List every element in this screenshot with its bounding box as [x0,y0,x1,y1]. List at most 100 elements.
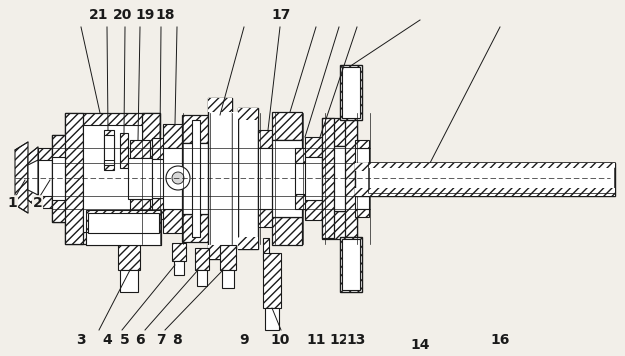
Bar [355,163,615,196]
Bar [232,112,238,245]
Text: 4: 4 [102,333,112,347]
Bar [322,211,357,239]
Text: 1: 1 [8,196,18,210]
Bar [263,253,281,308]
Bar [163,148,185,209]
Bar [152,138,166,159]
Bar [295,194,307,209]
Text: 7: 7 [156,333,166,347]
Bar [355,140,369,148]
Bar [322,118,334,238]
Bar [345,118,357,238]
Bar [52,200,87,222]
Text: 17: 17 [271,8,291,22]
Bar [272,217,302,245]
Bar [263,238,269,258]
Bar [208,98,232,259]
Bar [152,159,166,198]
Text: 11: 11 [306,333,326,347]
Bar [52,135,66,222]
Text: 14: 14 [410,337,430,352]
Text: 16: 16 [491,333,510,347]
Bar [272,140,302,217]
Bar [172,243,186,261]
Bar [369,163,615,168]
Bar [222,270,234,288]
Bar [83,125,142,232]
Bar [305,137,325,157]
Bar [238,237,258,249]
Text: 9: 9 [239,333,249,347]
Bar [52,135,87,157]
Bar [38,160,52,196]
Bar [208,245,232,259]
Text: 18: 18 [155,8,175,22]
Bar [340,65,362,120]
Bar [152,198,166,219]
Bar [340,237,362,292]
Bar [163,124,185,148]
Text: 6: 6 [135,333,145,347]
Bar [73,135,87,222]
Text: 13: 13 [346,333,366,347]
Bar [355,148,369,209]
Bar [258,148,274,209]
Bar [369,188,615,193]
Bar [52,157,87,200]
Bar [104,135,114,165]
Bar [174,261,184,275]
Bar [38,148,52,208]
Bar [322,118,357,146]
Polygon shape [15,142,28,213]
Circle shape [166,166,190,190]
Bar [128,158,152,199]
Bar [142,113,160,244]
Bar [65,113,160,135]
Polygon shape [28,147,38,208]
Bar [130,199,150,217]
Bar [65,113,83,244]
Bar [86,210,161,245]
Text: 21: 21 [89,8,109,22]
Bar [120,133,128,168]
Bar [295,148,307,163]
Bar [197,270,207,286]
Bar [369,163,615,193]
Bar [305,200,325,220]
Bar [342,67,360,118]
Bar [182,214,210,242]
Text: 5: 5 [120,333,130,347]
Bar [220,245,236,270]
Bar [265,308,279,330]
Bar [163,209,185,233]
Bar [272,112,302,140]
Bar [264,258,268,272]
Bar [104,130,114,170]
Bar [120,270,138,292]
Bar [355,188,615,196]
Bar [65,222,160,244]
Bar [130,140,150,158]
Bar [208,98,232,112]
Bar [295,163,307,194]
Bar [322,146,357,211]
Text: 20: 20 [113,8,132,22]
Text: 12: 12 [329,333,349,347]
Text: 10: 10 [270,333,290,347]
Text: 8: 8 [173,333,182,347]
Bar [238,108,258,120]
Text: 2: 2 [32,196,43,210]
Bar [258,130,274,148]
Bar [182,115,210,143]
Polygon shape [28,160,38,195]
Bar [118,238,140,270]
Circle shape [172,172,184,184]
Bar [238,108,258,249]
Bar [342,239,360,290]
Bar [258,209,274,227]
Bar [182,143,210,214]
Bar [86,232,161,245]
Text: 19: 19 [135,8,155,22]
Text: 3: 3 [76,333,86,347]
Bar [195,248,209,270]
